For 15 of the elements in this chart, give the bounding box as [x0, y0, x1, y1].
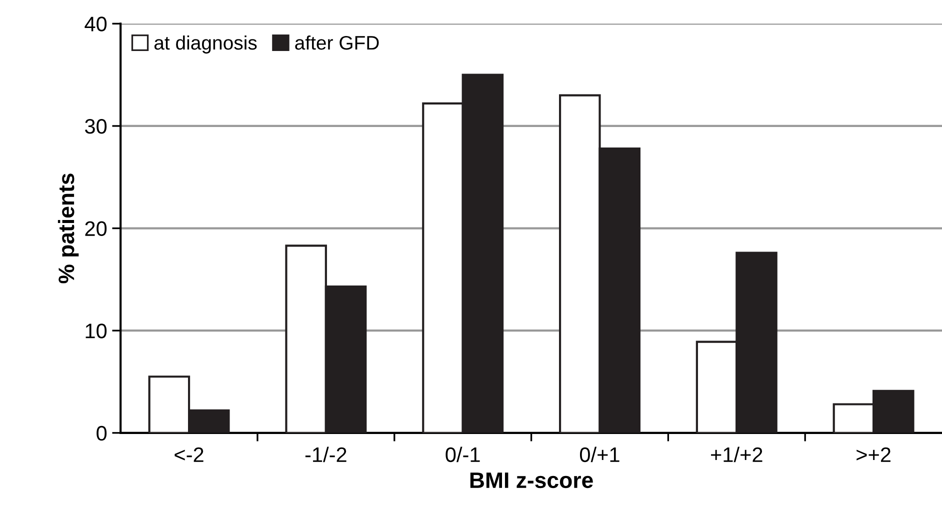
- x-axis-title: BMI z-score: [470, 472, 593, 488]
- x-tick-label: -1/-2: [305, 446, 346, 462]
- y-tick-label: 20: [85, 221, 107, 236]
- y-axis-title: % patients: [58, 174, 79, 284]
- y-tick-label: 30: [85, 118, 107, 134]
- x-tick-label: +1/+2: [711, 446, 762, 462]
- y-tick-label: 40: [84, 16, 107, 32]
- x-tick-label: <-2: [174, 447, 204, 462]
- x-tick-label: 0/-1: [446, 446, 480, 462]
- legend-label: after GFD: [295, 35, 379, 50]
- x-tick-label: >+2: [856, 447, 890, 462]
- legend-label: at diagnosis: [154, 35, 257, 54]
- x-tick-label: 0/+1: [580, 446, 620, 462]
- y-tick-label: 10: [86, 324, 107, 338]
- y-tick-label: 0: [96, 426, 107, 441]
